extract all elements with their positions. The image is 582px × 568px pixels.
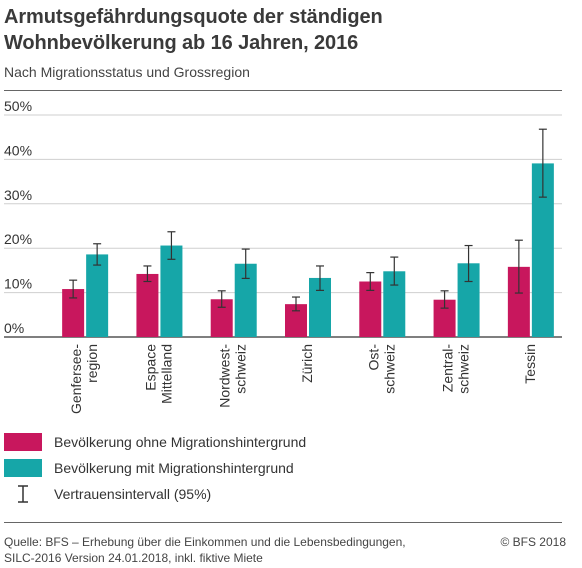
x-category-label: Genfersee-region [68, 344, 100, 414]
bar-mit [457, 263, 480, 337]
bar-mit [531, 163, 554, 337]
bar-ohne [433, 299, 456, 337]
error-bar [143, 265, 152, 283]
footer-divider [4, 522, 562, 523]
x-category-label: Ost-schweiz [365, 344, 397, 394]
error-bar-icon [18, 485, 28, 503]
x-category-label-line: schweiz [381, 344, 397, 394]
bar-mit [86, 254, 109, 337]
x-category-label-line: schweiz [456, 344, 472, 394]
error-bar [514, 239, 523, 294]
legend-swatch-ohne [4, 433, 42, 451]
legend-swatch-mit [4, 459, 42, 477]
bar-mit [383, 271, 406, 337]
y-tick-label: 40% [4, 142, 32, 158]
y-tick-label: 0% [4, 320, 24, 336]
x-category-label-line: Genfersee- [68, 344, 84, 414]
error-bar [390, 256, 399, 286]
x-category-label-line: Mittelland [158, 344, 174, 404]
y-tick-label: 50% [4, 98, 32, 114]
error-bars [69, 128, 547, 312]
chart-title: Armutsgefährdungsquote der ständigen Woh… [4, 4, 574, 56]
x-category-label-line: region [84, 344, 100, 383]
error-bar [538, 128, 547, 198]
error-bar [241, 248, 250, 279]
source-line-1: Quelle: BFS – Erhebung über die Einkomme… [4, 535, 406, 549]
x-category-label: Zentral-schweiz [440, 344, 472, 394]
copyright: © BFS 2018 [500, 535, 566, 549]
bar-ohne [285, 304, 307, 337]
x-category-label: Zürich [299, 344, 315, 383]
bars [62, 163, 554, 337]
x-category-label: Nordwest-schweiz [217, 344, 249, 408]
error-bar [292, 296, 300, 312]
bar-mit [160, 245, 183, 337]
x-category-label-line: Zentral- [440, 344, 456, 393]
bar-ohne [136, 273, 159, 337]
bar-ohne [210, 299, 233, 337]
source-line-2: SILC-2016 Version 24.01.2018, inkl. fikt… [4, 551, 263, 565]
error-bar [464, 244, 473, 283]
error-bar [167, 231, 176, 260]
bar-mit [309, 277, 331, 337]
error-bar [217, 290, 226, 308]
bar-ohne [62, 289, 85, 337]
x-category-label-line: Espace [142, 344, 158, 391]
error-bar [69, 279, 78, 299]
bar-ohne [507, 266, 530, 337]
x-category-label-line: Nordwest- [217, 344, 233, 408]
header-divider [4, 90, 562, 91]
legend-label-mit: Bevölkerung mit Migrationshintergrund [54, 460, 294, 476]
error-bar [93, 243, 102, 266]
x-category-label-line: Zürich [299, 344, 315, 383]
x-category-label-line: Tessin [522, 344, 538, 384]
x-category-label-line: Ost- [365, 344, 381, 371]
y-tick-label: 30% [4, 187, 32, 203]
y-axis-tick-labels: 0% 10% 20% 30% 40% 50% [4, 98, 32, 336]
x-category-label: Tessin [522, 344, 538, 384]
error-bar [440, 290, 449, 309]
legend-label-ci: Vertrauensintervall (95%) [54, 486, 212, 502]
y-tick-label: 20% [4, 231, 32, 247]
error-bar [366, 272, 375, 291]
x-axis-category-labels: Genfersee-region EspaceMittelland Nordwest… [68, 344, 538, 414]
chart-title-line-1: Armutsgefährdungsquote der ständigen [4, 6, 383, 28]
x-category-label-line: schweiz [233, 344, 249, 394]
error-bar [316, 265, 324, 291]
x-category-label: EspaceMittelland [142, 344, 174, 404]
chart-subtitle: Nach Migrationsstatus und Grossregion [4, 64, 250, 80]
y-tick-label: 10% [4, 276, 32, 292]
legend-label-ohne: Bevölkerung ohne Migrationshintergrund [54, 434, 307, 450]
chart-title-line-2: Wohnbevölkerung ab 16 Jahren, 2016 [4, 32, 359, 54]
source-note: Quelle: BFS – Erhebung über die Einkomme… [4, 534, 464, 566]
bar-mit [234, 263, 257, 337]
bar-ohne [359, 281, 382, 337]
